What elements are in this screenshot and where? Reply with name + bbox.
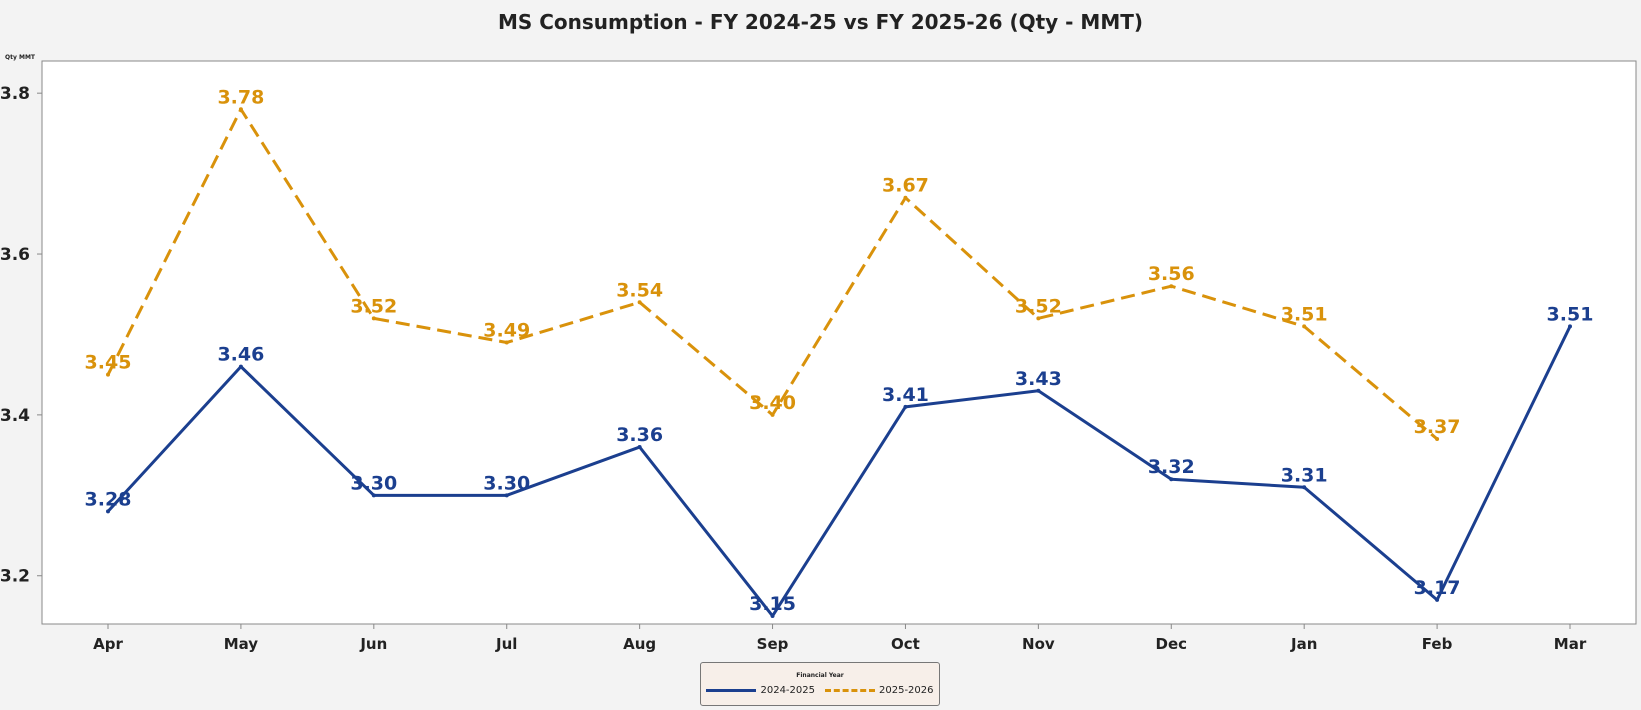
y-tick-label: 3.8: [0, 84, 30, 104]
data-point: [637, 445, 642, 450]
x-tick-label: Oct: [891, 635, 920, 653]
chart-title: MS Consumption - FY 2024-25 vs FY 2025-2…: [497, 10, 1144, 34]
x-tick-label: Jul: [495, 635, 517, 653]
data-point: [770, 613, 775, 618]
data-point: [1169, 477, 1174, 482]
x-tick-label: Aug: [623, 635, 656, 653]
x-tick-label: Sep: [757, 635, 789, 653]
data-point: [504, 340, 509, 345]
data-label: 3.45: [85, 352, 132, 374]
data-label: 3.37: [1414, 416, 1461, 438]
data-point: [106, 372, 110, 377]
data-label: 3.36: [616, 424, 663, 446]
data-point: [637, 300, 642, 305]
x-tick-label: Feb: [1422, 635, 1453, 653]
data-label: 3.51: [1547, 303, 1594, 325]
data-point: [1036, 316, 1041, 321]
legend: Financial Year 2024-2025 2025-2026: [700, 662, 940, 706]
line-chart: 3.2 3.4 3.6 3.8 Apr May Jun Jul Aug Sep Oct Nov Dec J…: [0, 60, 1637, 653]
data-point: [770, 412, 775, 417]
data-label: 3.52: [350, 295, 397, 317]
x-tick-label: Mar: [1554, 635, 1587, 653]
data-point: [903, 195, 908, 200]
data-point: [1302, 324, 1307, 329]
legend-title: Financial Year: [796, 672, 844, 679]
data-label: 3.54: [616, 279, 663, 301]
data-label: 3.56: [1148, 263, 1195, 285]
data-point: [1302, 485, 1307, 490]
y-tick-label: 3.4: [0, 406, 30, 426]
x-tick-label: Nov: [1022, 635, 1055, 653]
x-tick-label: May: [224, 635, 259, 653]
data-point: [371, 316, 376, 321]
data-label: 3.67: [882, 175, 929, 197]
data-point: [371, 493, 376, 498]
data-label: 3.41: [882, 384, 929, 406]
data-point: [504, 493, 509, 498]
data-point: [238, 364, 243, 369]
x-tick-label: Apr: [93, 635, 123, 653]
data-label: 3.15: [749, 593, 796, 615]
plot-area: [41, 60, 1637, 625]
legend-label: 2024-2025: [760, 685, 815, 696]
legend-swatch-dashed: [825, 689, 875, 692]
data-label: 3.49: [483, 320, 530, 342]
legend-label: 2025-2026: [879, 685, 934, 696]
data-label: 3.30: [483, 472, 530, 494]
x-tick-label: Dec: [1156, 635, 1188, 653]
data-label: 3.51: [1281, 303, 1328, 325]
data-point: [903, 404, 908, 409]
data-point: [1435, 437, 1440, 442]
data-point: [1169, 284, 1174, 289]
legend-item-2025-2026[interactable]: 2025-2026: [825, 685, 934, 696]
data-label: 3.78: [217, 86, 264, 108]
data-point: [1435, 597, 1440, 602]
x-tick-label: Jan: [1290, 635, 1317, 653]
x-tick-label: Jun: [359, 635, 387, 653]
data-point: [106, 509, 110, 514]
data-label: 3.31: [1281, 464, 1328, 486]
y-tick-label: 3.2: [0, 567, 30, 587]
y-tick-label: 3.6: [0, 245, 30, 265]
data-label: 3.52: [1015, 295, 1062, 317]
data-label: 3.40: [749, 392, 796, 414]
data-point: [1036, 388, 1041, 393]
data-label: 3.30: [350, 472, 397, 494]
legend-item-2024-2025[interactable]: 2024-2025: [706, 685, 815, 696]
legend-swatch-solid: [706, 689, 757, 692]
data-point: [238, 107, 243, 112]
data-label: 3.46: [217, 344, 264, 366]
series-line-2024-2025: [106, 325, 1572, 618]
y-axis-label: Qty MMT: [5, 54, 36, 61]
data-label: 3.32: [1148, 456, 1195, 478]
data-label: 3.28: [85, 488, 132, 510]
data-point: [1568, 324, 1572, 329]
data-label: 3.17: [1414, 577, 1461, 599]
data-label: 3.43: [1015, 368, 1062, 390]
